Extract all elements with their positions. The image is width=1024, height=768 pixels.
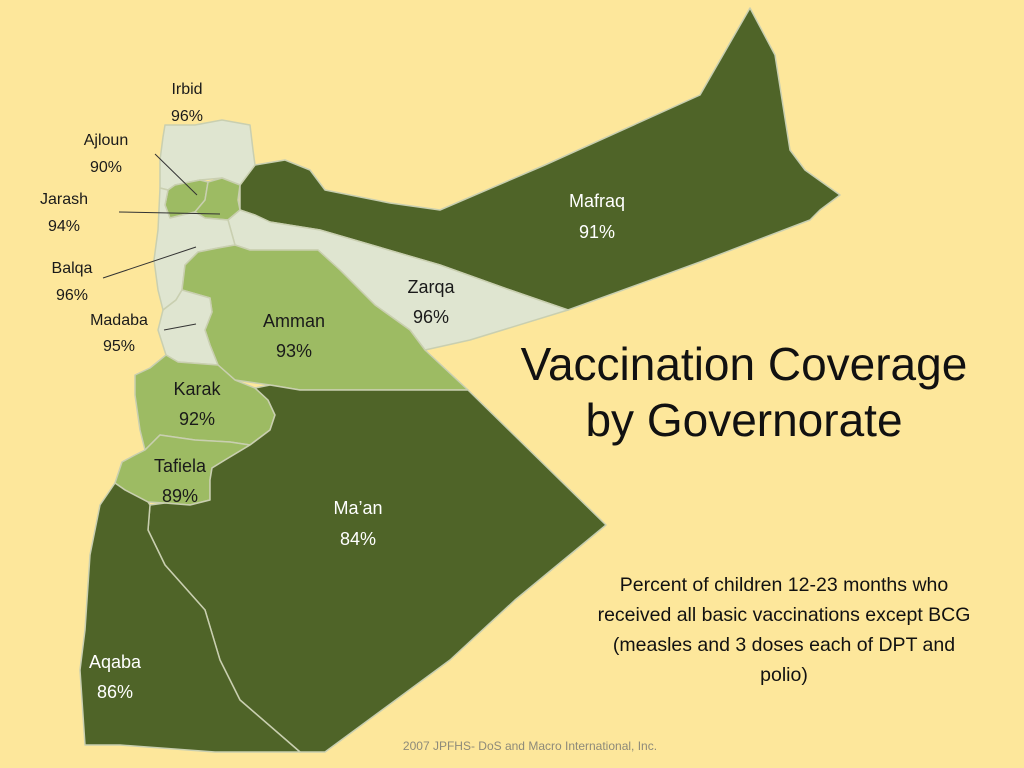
region-aqaba [79, 482, 301, 753]
label-madaba-value: 95% [103, 338, 135, 355]
label-zarqa-value: 96% [413, 307, 449, 327]
label-madaba-name: Madaba [90, 312, 148, 329]
label-karak-value: 92% [179, 409, 215, 429]
label-balqa-name: Balqa [52, 260, 93, 277]
label-jarash-value: 94% [48, 218, 80, 235]
label-balqa-value: 96% [56, 287, 88, 304]
label-irbid-value: 96% [171, 108, 203, 125]
label-tafiela-value: 89% [162, 486, 198, 506]
label-jarash-name: Jarash [40, 191, 88, 208]
title-line-1: Vaccination Coverage [520, 338, 968, 390]
source-footer: 2007 JPFHS- DoS and Macro International,… [402, 739, 658, 753]
region-irbid [159, 119, 256, 191]
label-amman-name: Amman [263, 311, 325, 331]
label-karak-name: Karak [173, 379, 221, 399]
leader-ajloun [154, 153, 198, 196]
label-tafiela-name: Tafiela [154, 456, 207, 476]
region-madaba [157, 289, 219, 366]
label-ajloun-name: Ajloun [84, 132, 128, 149]
label-mafraq-value: 91% [579, 222, 615, 242]
label-aqaba-name: Aqaba [89, 652, 142, 672]
label-irbid-name: Irbid [171, 81, 202, 98]
label-ajloun-value: 90% [90, 159, 122, 176]
leader-madaba [163, 323, 197, 331]
leader-balqa [102, 246, 197, 279]
slide-subtitle: Percent of children 12-23 months who rec… [597, 574, 971, 686]
leader-jarash [118, 211, 221, 215]
label-aqaba-value: 86% [97, 682, 133, 702]
label-maan-value: 84% [340, 529, 376, 549]
label-maan-name: Ma’an [333, 498, 382, 518]
label-mafraq-name: Mafraq [569, 191, 625, 211]
label-zarqa-name: Zarqa [407, 277, 455, 297]
label-amman-value: 93% [276, 341, 312, 361]
title-line-2: by Governorate [585, 394, 903, 446]
slide-title: Vaccination Coverage by Governorate [480, 336, 1008, 448]
